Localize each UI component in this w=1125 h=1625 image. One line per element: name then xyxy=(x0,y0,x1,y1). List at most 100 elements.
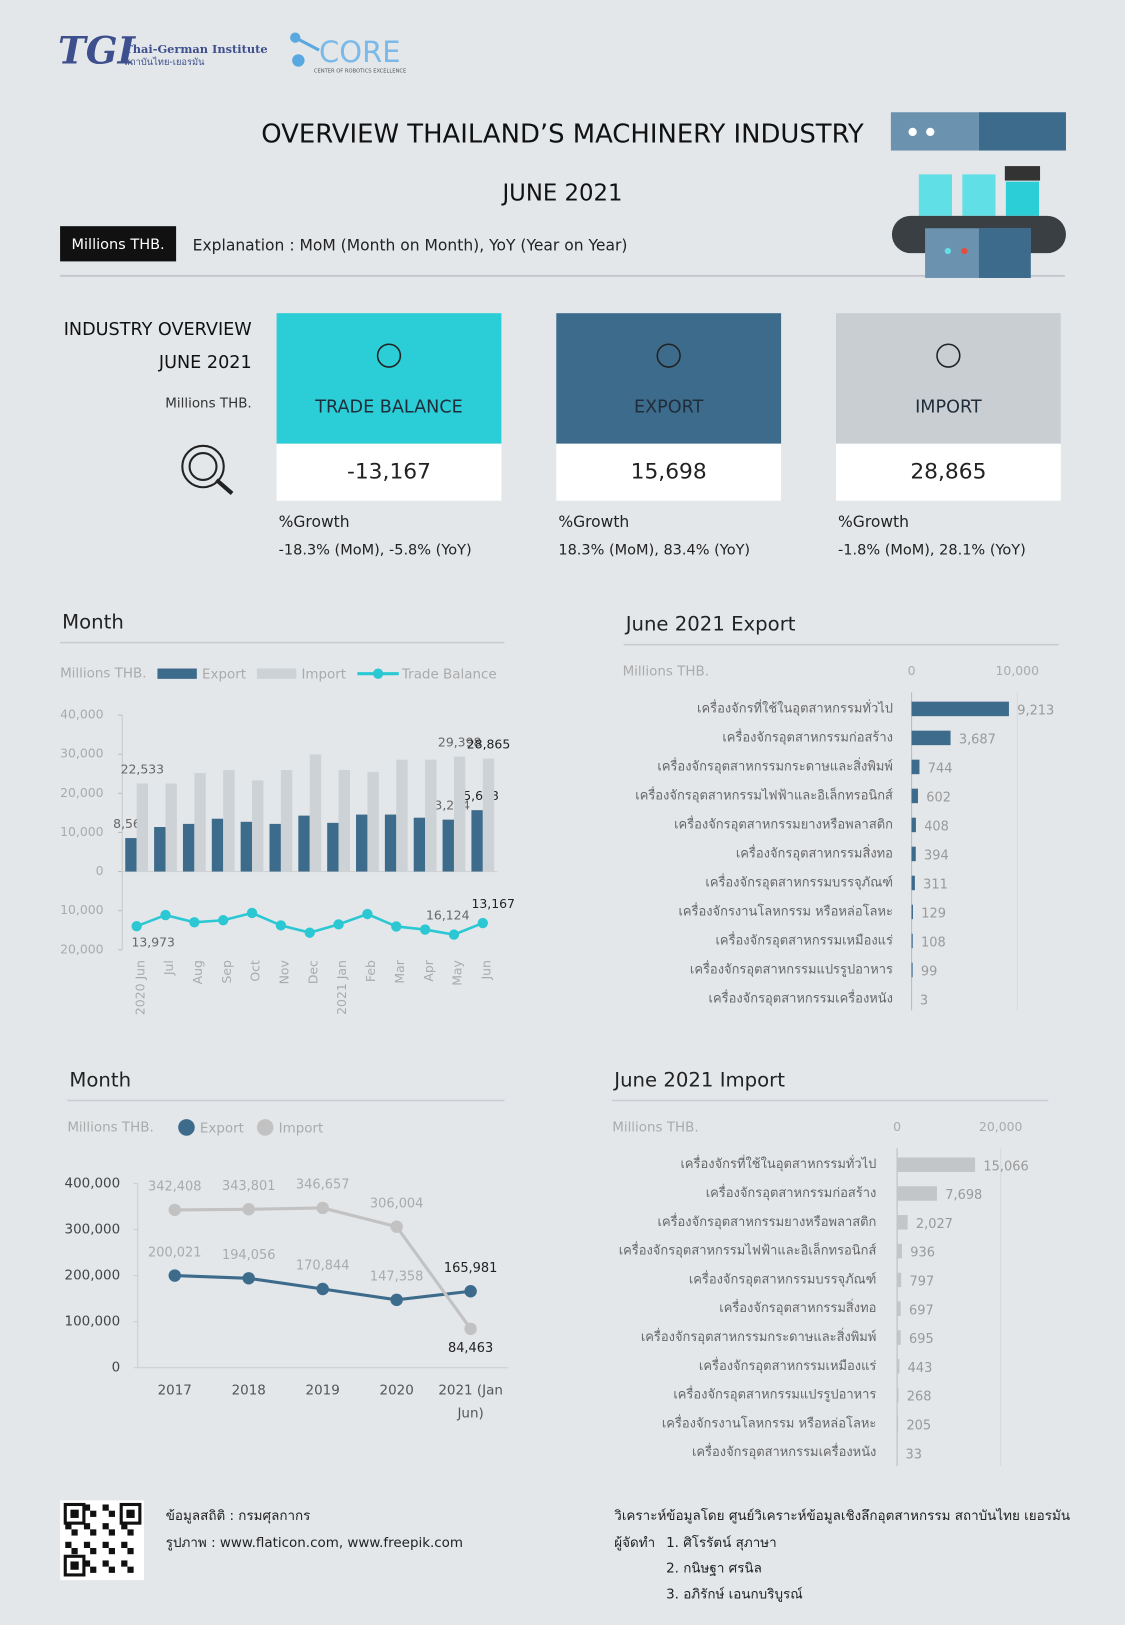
data-label: 268 xyxy=(907,1390,932,1405)
qr-cell xyxy=(102,1541,109,1548)
machine-icon xyxy=(890,112,979,151)
qr-cell xyxy=(108,1547,115,1555)
data-label: 15,066 xyxy=(983,1159,1028,1174)
machine-icon xyxy=(978,228,1031,278)
unit-badge xyxy=(60,226,177,262)
date: JUNE 2021 xyxy=(500,181,622,207)
data-label: 200,021 xyxy=(148,1245,202,1260)
legend-label: Import xyxy=(279,1121,324,1136)
point xyxy=(391,921,402,932)
data-label: 108 xyxy=(921,936,946,951)
bar xyxy=(338,770,350,872)
category-label: เครื่องจักรอุตสาหกรรมก่อสร้าง xyxy=(722,728,893,745)
bar xyxy=(413,817,426,872)
y-tick-label: 200,000 xyxy=(65,1269,121,1284)
legend-swatch xyxy=(372,668,384,679)
bar xyxy=(897,1186,937,1201)
magnifier-icon xyxy=(188,452,218,482)
card-label: TRADE BALANCE xyxy=(314,397,463,417)
x-tick-label: Jul xyxy=(161,960,176,976)
data-label: 797 xyxy=(910,1274,935,1289)
legend-swatch xyxy=(256,1119,274,1136)
bar xyxy=(897,1301,901,1316)
y-tick-label: 300,000 xyxy=(65,1222,121,1237)
bar xyxy=(897,1243,902,1259)
unit: Millions THB. xyxy=(612,1120,698,1135)
point xyxy=(448,929,460,940)
chart-title: Month xyxy=(62,610,124,633)
growth-value: 18.3% (MoM), 83.4% (YoY) xyxy=(558,542,750,558)
bar xyxy=(442,819,454,872)
core-icon xyxy=(294,36,320,52)
bar xyxy=(911,904,913,920)
footer-author: 3. อภิรักษ์ เอนกบริบูรณ์ xyxy=(666,1587,803,1603)
data-label: 7,698 xyxy=(945,1188,982,1203)
qr-finder xyxy=(70,1561,79,1570)
point xyxy=(218,915,229,926)
point xyxy=(131,921,142,932)
bar xyxy=(453,756,466,872)
point xyxy=(242,1272,255,1285)
data-label: 744 xyxy=(928,761,953,776)
bar xyxy=(911,730,951,746)
legend-label: Export xyxy=(200,1121,244,1136)
category-label: เครื่องจักรอุตสาหกรรมแปรรูปอาหาร xyxy=(673,1386,876,1403)
data-label: 33 xyxy=(906,1447,922,1462)
qr-cell xyxy=(83,1504,91,1511)
bar xyxy=(327,822,339,872)
x-tick-label: Apr xyxy=(421,959,436,981)
bar xyxy=(897,1359,900,1374)
overview-title: INDUSTRY OVERVIEW xyxy=(64,320,252,340)
bar xyxy=(911,759,920,775)
y-tick-label: 20,000 xyxy=(60,941,104,956)
x-tick-label: Aug xyxy=(190,960,205,984)
qr-cell xyxy=(121,1560,128,1567)
bar xyxy=(482,758,495,872)
bar xyxy=(897,1330,901,1345)
overview-date: JUNE 2021 xyxy=(158,353,252,373)
point xyxy=(464,1285,477,1298)
point xyxy=(275,920,287,931)
qr-cell xyxy=(108,1529,115,1536)
category-label: เครื่องจักรอุตสาหกรรมยางหรือพลาสติก xyxy=(674,815,893,832)
footer-images: รูปภาพ : www.flaticon.com, www.freepik.c… xyxy=(166,1536,463,1551)
bar xyxy=(911,817,916,833)
data-label: 13,167 xyxy=(471,896,514,911)
category-label: เครื่องจักรอุตสาหกรรมไฟฟ้าและอิเล็กทรอนิ… xyxy=(635,785,893,803)
y-tick-label: 40,000 xyxy=(60,707,104,722)
data-label: 443 xyxy=(908,1361,933,1376)
category-label: เครื่องจักรอุตสาหกรรมยางหรือพลาสติก xyxy=(658,1213,877,1230)
machine-icon xyxy=(962,174,996,216)
x-tick-label-box: 2021 (Jan Jun) xyxy=(438,1383,503,1421)
x-tick-label: 2017 xyxy=(157,1383,192,1399)
x-tick-label: May xyxy=(450,960,465,986)
bar xyxy=(897,1387,899,1403)
growth-value: -18.3% (MoM), -5.8% (YoY) xyxy=(279,542,472,558)
bar xyxy=(911,846,916,862)
point xyxy=(419,924,431,935)
bar xyxy=(911,875,915,891)
bar xyxy=(125,838,137,872)
qr-finder xyxy=(126,1509,135,1518)
magnifier-icon xyxy=(215,478,234,496)
data-label: 3 xyxy=(920,994,928,1009)
data-label: 602 xyxy=(926,790,951,805)
x-tick-label: Sep xyxy=(219,960,234,984)
data-label: 205 xyxy=(906,1418,931,1433)
card-header xyxy=(835,313,1061,444)
chart-title: June 2021 Import xyxy=(612,1068,785,1091)
x-tick-label-box: 2018 xyxy=(232,1383,266,1399)
bar xyxy=(911,962,913,978)
legend-swatch xyxy=(256,668,297,679)
legend-swatch xyxy=(178,1119,195,1136)
category-label: เครื่องจักรอุตสาหกรรมเครื่องหนัง xyxy=(692,1443,876,1460)
data-label: 170,844 xyxy=(296,1259,350,1274)
x-tick-label: 0 xyxy=(908,663,916,678)
card-header xyxy=(556,313,782,444)
bar xyxy=(309,754,322,872)
point xyxy=(316,1282,329,1296)
y-tick-label: 0 xyxy=(96,863,104,878)
point xyxy=(477,917,488,929)
qr-cell xyxy=(71,1529,78,1536)
